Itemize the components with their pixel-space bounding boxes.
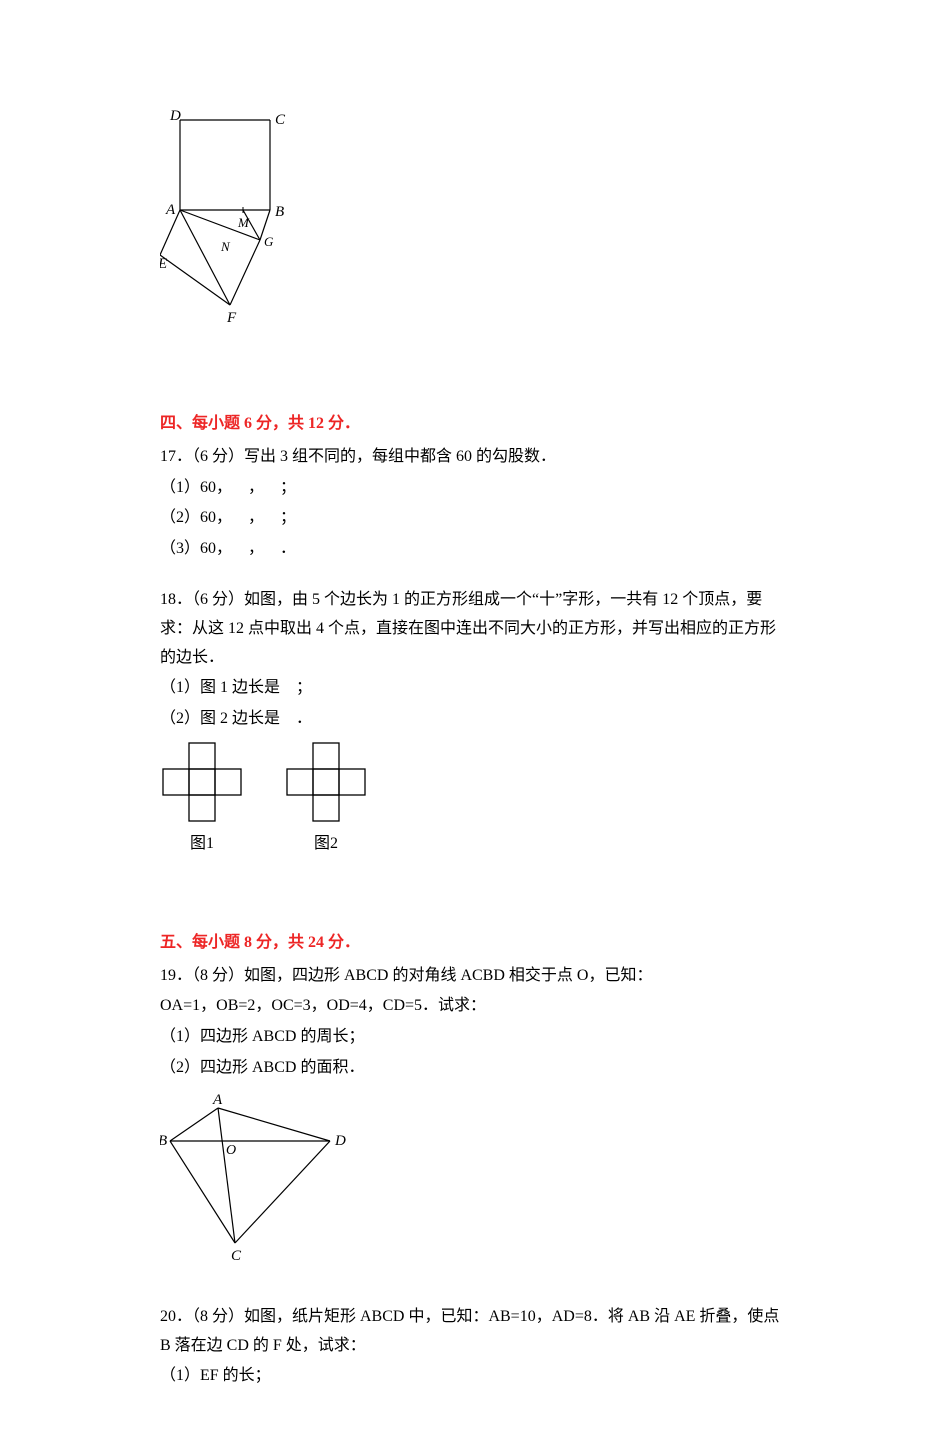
cross-2-svg [284, 740, 368, 824]
q17-item-3: （3）60， ， ． [160, 535, 790, 564]
label-A-19: A [212, 1093, 223, 1108]
section-5-header: 五、每小题 8 分，共 24 分． [160, 929, 790, 958]
label-C: C [275, 112, 286, 128]
label-O-19: O [226, 1143, 236, 1158]
cross-1: 图1 [160, 740, 244, 859]
label-D: D [169, 110, 181, 124]
q17-item-1: （1）60， ， ； [160, 474, 790, 503]
q19-item-1: （1）四边形 ABCD 的周长； [160, 1023, 790, 1052]
label-F: F [226, 310, 237, 326]
q17-main: 17．（6 分）写出 3 组不同的，每组中都含 60 的勾股数． [160, 443, 790, 472]
q19-item-2: （2）四边形 ABCD 的面积． [160, 1054, 790, 1083]
q18-item-1: （1）图 1 边长是 ； [160, 674, 790, 703]
label-B-19: B [160, 1133, 167, 1149]
label-M: M [237, 215, 250, 230]
q19-main: 19．（8 分）如图，四边形 ABCD 的对角线 ACBD 相交于点 O，已知： [160, 962, 790, 991]
figure-16-svg: D C A B M G N E F [160, 110, 300, 330]
label-D-19: D [334, 1133, 346, 1149]
cross-1-svg [160, 740, 244, 824]
q19-line2: OA=1，OB=2，OC=3，OD=4，CD=5．试求： [160, 992, 790, 1021]
cross-2: 图2 [284, 740, 368, 859]
cross-1-label: 图1 [160, 830, 244, 859]
label-G: G [264, 234, 274, 249]
figure-16: D C A B M G N E F [160, 110, 790, 330]
figure-19: A B D O C [160, 1093, 790, 1263]
q20-main: 20．（8 分）如图，纸片矩形 ABCD 中，已知：AB=10，AD=8．将 A… [160, 1303, 790, 1361]
cross-figures: 图1 图2 [160, 740, 790, 859]
q18-main: 18．（6 分）如图，由 5 个边长为 1 的正方形组成一个“十”字形，一共有 … [160, 586, 790, 672]
cross-2-label: 图2 [284, 830, 368, 859]
label-A: A [165, 202, 176, 218]
q18-item-2: （2）图 2 边长是 ． [160, 705, 790, 734]
section-4-header: 四、每小题 6 分，共 12 分． [160, 410, 790, 439]
q20-item-1: （1）EF 的长； [160, 1362, 790, 1391]
figure-19-svg: A B D O C [160, 1093, 350, 1263]
q17-item-2: （2）60， ， ； [160, 504, 790, 533]
label-B: B [275, 204, 284, 220]
label-N: N [220, 239, 231, 254]
label-E: E [160, 256, 167, 272]
label-C-19: C [231, 1248, 242, 1263]
